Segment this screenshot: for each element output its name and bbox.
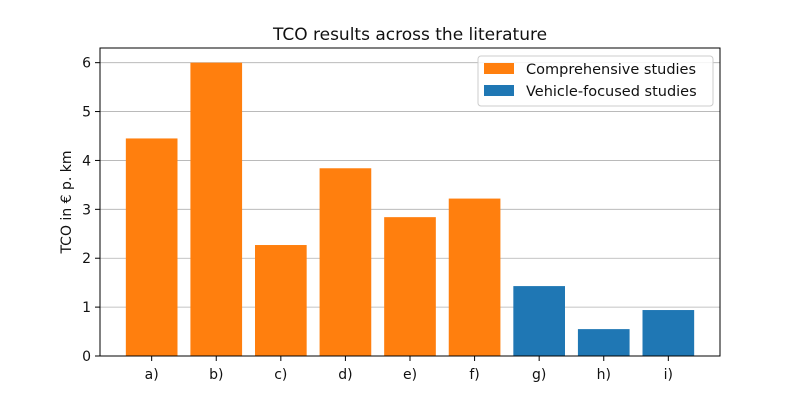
legend-swatch [484,85,514,96]
bar-c [255,245,307,356]
x-tick-label: b) [209,367,223,383]
y-tick-label: 0 [82,349,91,365]
y-tick-label: 3 [82,202,91,218]
x-tick-label: g) [532,367,546,383]
axes: 0 1 2 3 4 5 6 a) b) c) d) e) f) g) h) i) [82,47,721,383]
bar-a [125,138,178,356]
y-tick-label: 6 [82,56,91,72]
legend-label: Comprehensive studies [526,62,696,78]
bar-i [642,310,695,356]
y-tick-label: 5 [82,105,91,121]
chart-title: TCO results across the literature [272,25,547,45]
bar-b [190,62,243,357]
legend-box [477,55,714,107]
x-tick-label: f) [469,367,479,383]
legend-label: Vehicle-focused studies [526,84,697,100]
bars [125,62,695,357]
bar-e [384,217,436,356]
x-tick-label: d) [338,367,352,383]
plot-frame [99,47,721,357]
bar-h [577,329,630,356]
x-tick-label: i) [664,367,673,383]
legend-swatch [484,63,514,74]
bar-g [513,286,565,356]
y-tick-label: 2 [82,251,91,267]
x-tick-label: a) [145,367,159,383]
x-tick-label: c) [274,367,287,383]
y-tick-label: 4 [82,153,91,169]
x-tick-label: h) [597,367,611,383]
legend: Comprehensive studies Vehicle-focused stu… [477,55,714,107]
y-tick-label: 1 [82,300,91,316]
x-tick-label: e) [403,367,417,383]
bar-f [448,198,501,356]
bar-d [319,168,372,356]
y-axis-label: TCO in € p. km [59,150,75,254]
